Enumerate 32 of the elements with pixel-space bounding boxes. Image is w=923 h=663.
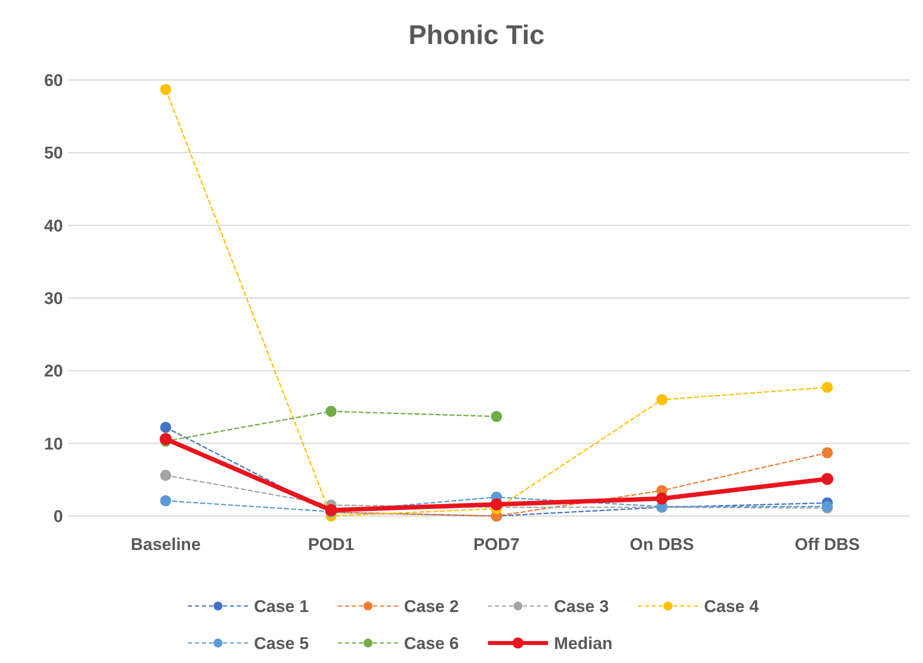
point xyxy=(491,410,502,422)
point xyxy=(160,495,172,506)
x-tick-label: Baseline xyxy=(130,535,201,554)
point xyxy=(160,84,172,95)
legend-label: Case 5 xyxy=(254,634,309,653)
x-tick-label: POD1 xyxy=(308,535,354,554)
legend-label: Case 2 xyxy=(404,596,459,616)
point xyxy=(490,498,502,510)
y-tick-label: 0 xyxy=(54,506,63,526)
y-tick-label: 30 xyxy=(44,288,63,308)
y-tick-label: 50 xyxy=(44,144,63,163)
legend-label: Case 4 xyxy=(704,596,760,616)
x-tick-label: On DBS xyxy=(630,535,694,554)
point xyxy=(160,422,172,433)
legend-label: Median xyxy=(554,634,613,653)
point xyxy=(656,394,668,406)
y-tick-label: 40 xyxy=(44,216,63,236)
legend-label: Case 6 xyxy=(404,634,459,653)
legend-label: Case 3 xyxy=(554,596,609,616)
point xyxy=(822,382,833,393)
chart-title: Phonic Tic xyxy=(408,20,545,50)
point xyxy=(160,470,172,481)
y-tick-label: 60 xyxy=(44,70,63,90)
point xyxy=(656,492,668,505)
x-tick-label: POD7 xyxy=(473,535,520,554)
point xyxy=(822,447,833,458)
legend-label: Case 1 xyxy=(254,596,309,616)
y-tick-label: 20 xyxy=(44,362,63,381)
point xyxy=(821,472,834,485)
point xyxy=(326,406,337,417)
x-tick-label: Off DBS xyxy=(794,535,860,554)
y-tick-label: 10 xyxy=(44,434,63,454)
